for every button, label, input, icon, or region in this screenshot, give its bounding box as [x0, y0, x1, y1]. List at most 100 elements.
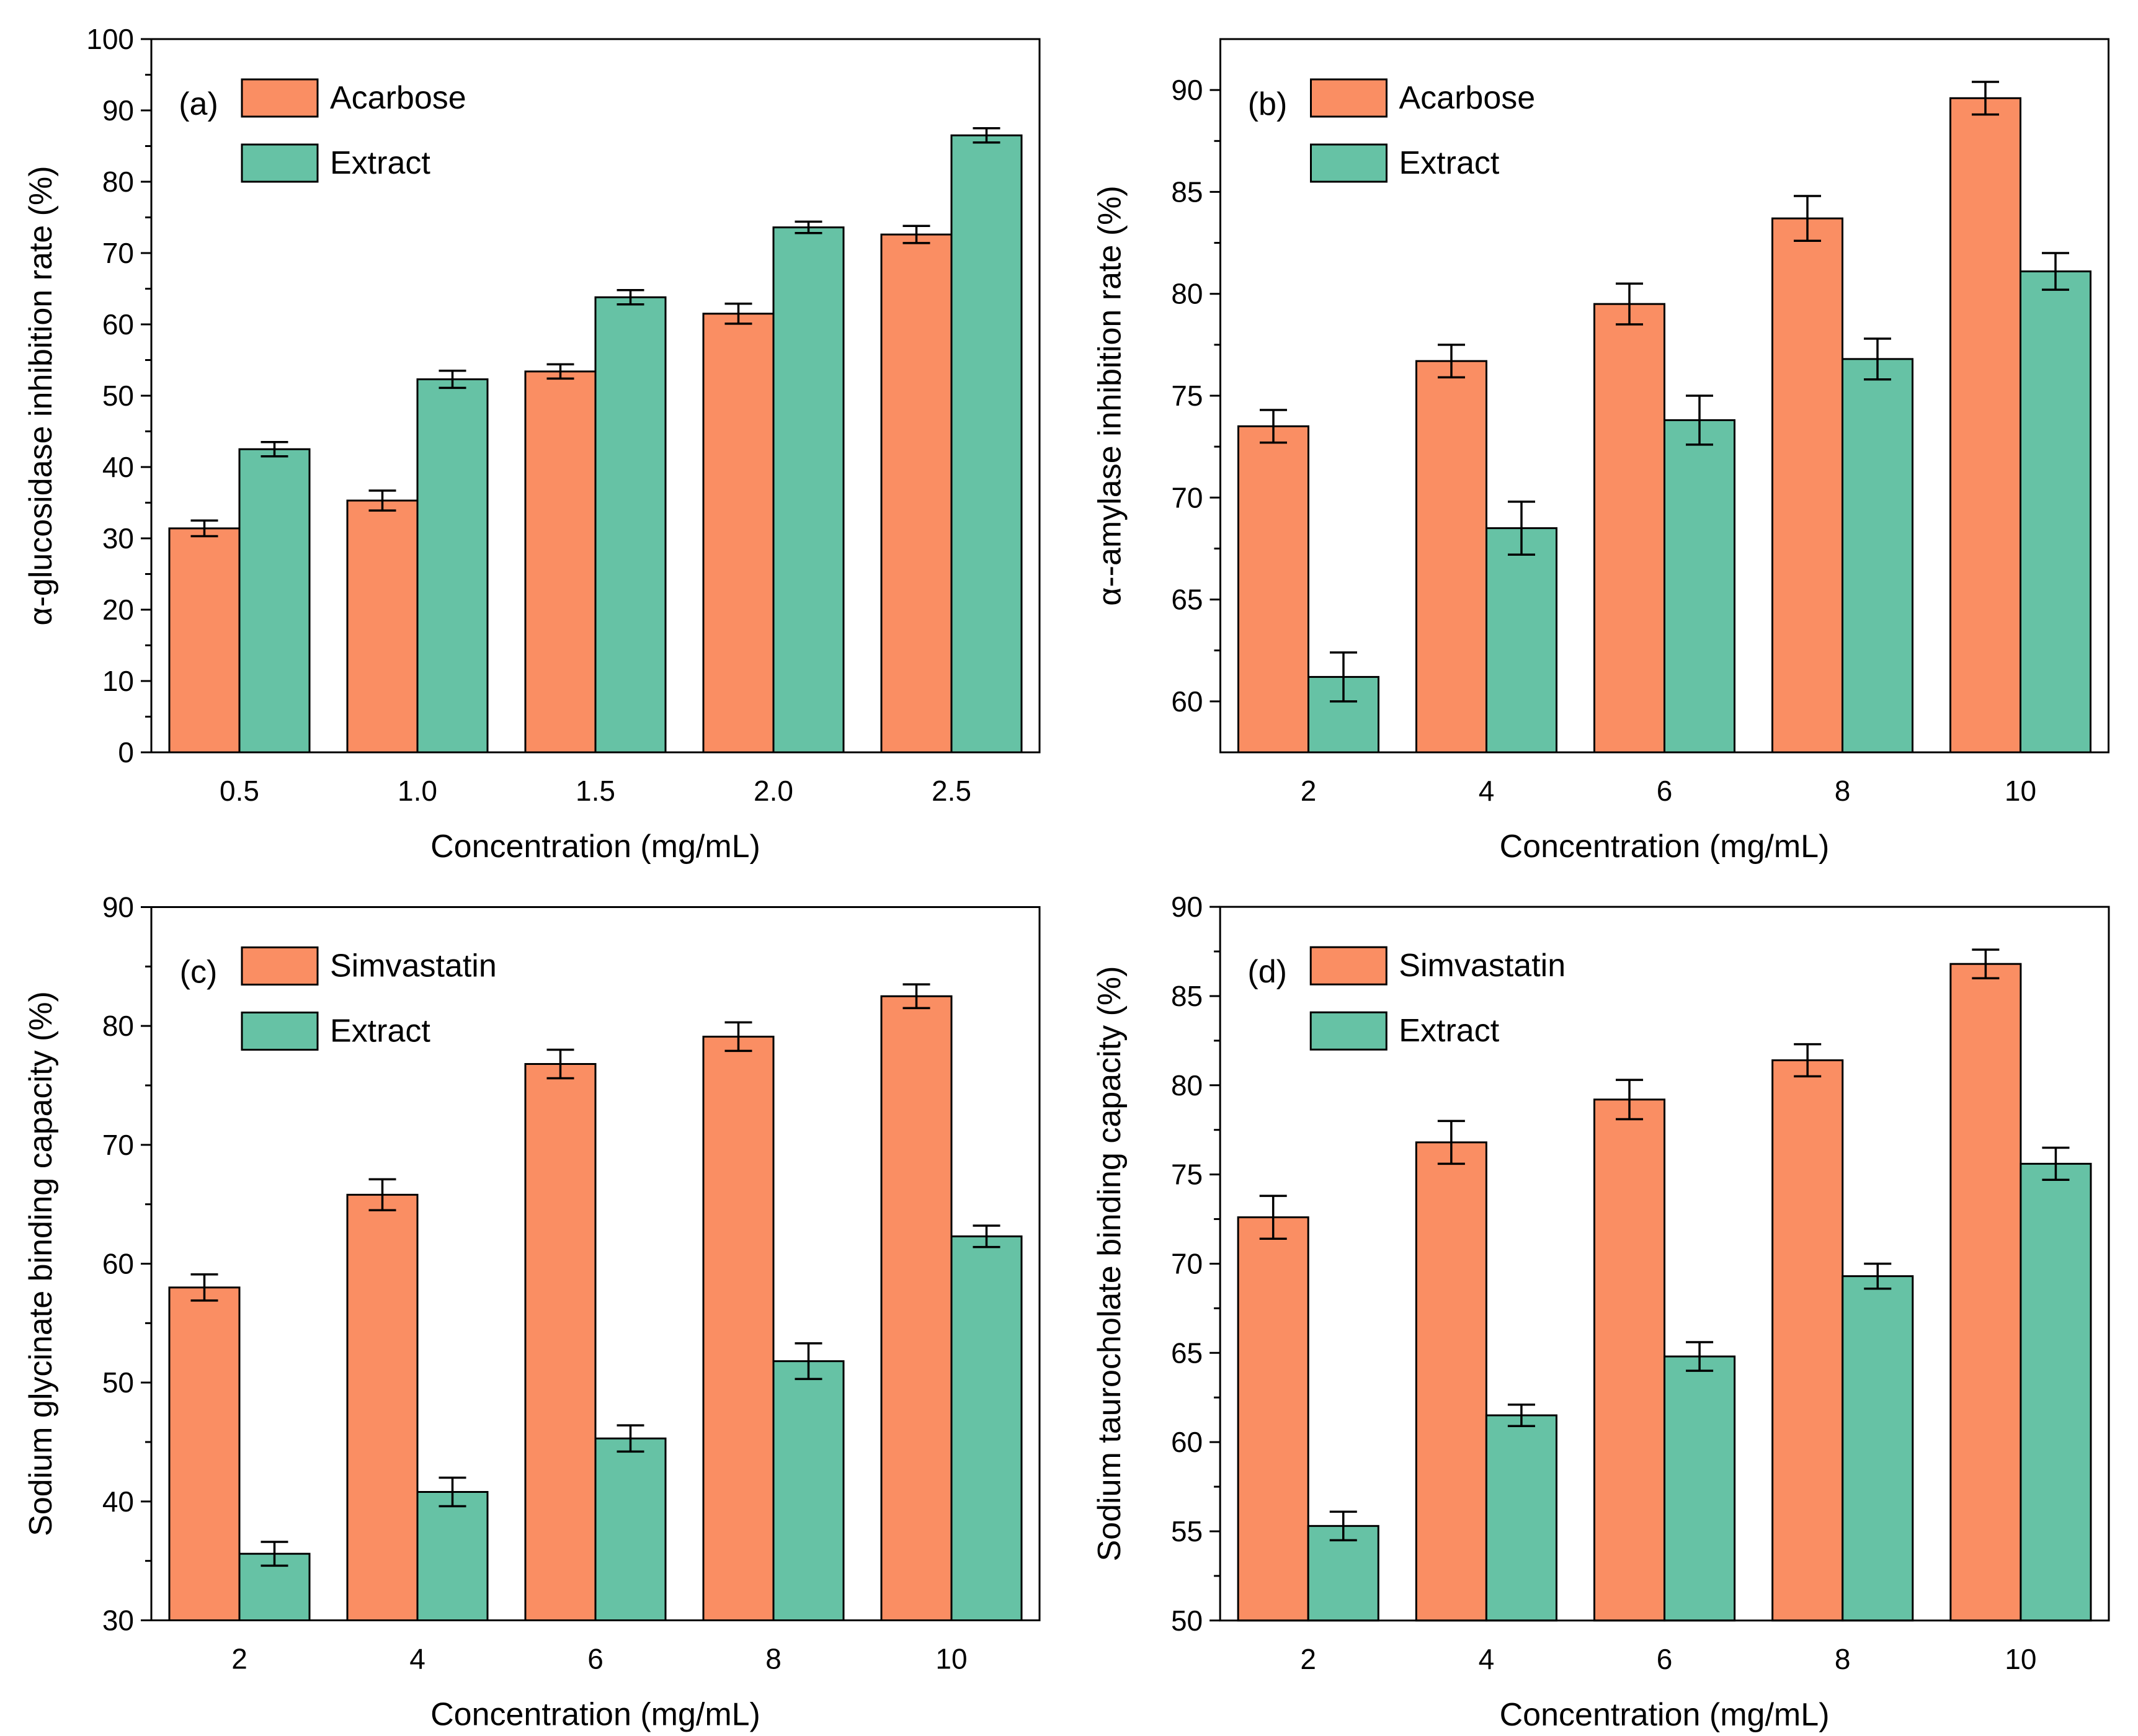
y-axis-title: α--amylase inhibition rate (%) — [1092, 185, 1128, 605]
y-tick-label: 40 — [102, 1485, 134, 1518]
error-bar-extract-4 — [439, 1476, 466, 1508]
error-bar-acarbose-10 — [1972, 81, 1999, 116]
x-tick-label: 4 — [1479, 1643, 1495, 1675]
y-tick-label: 50 — [102, 380, 134, 412]
y-tick-label: 80 — [102, 1010, 134, 1042]
y-tick-label: 90 — [102, 94, 134, 127]
bar-extract-2 — [1307, 1525, 1379, 1622]
y-tick-label: 65 — [1171, 1337, 1203, 1369]
y-tick-label: 60 — [1171, 1426, 1203, 1458]
x-tick-label: 6 — [587, 1643, 604, 1675]
error-bar-extract-8 — [1864, 337, 1891, 381]
error-bar-simvastatin-4 — [1437, 1119, 1465, 1165]
y-axis: 60 65 70 75 80 85 90 — [1171, 74, 1221, 718]
bar-acarbose-0.5 — [168, 527, 241, 754]
bars-group — [168, 983, 1023, 1622]
legend: Acarbose Extract — [241, 78, 466, 183]
bar-simvastatin-10 — [880, 995, 953, 1621]
bar-acarbose-10 — [1949, 97, 2021, 754]
panel-d-chart: 50 55 60 65 70 75 80 85 90 2 4 6 8 10 Concentration (m… — [1092, 891, 2110, 1733]
bar-acarbose-2.0 — [702, 313, 775, 754]
legend-label-extract: Extract — [1399, 1013, 1499, 1049]
error-bar-acarbose-8 — [1794, 195, 1821, 243]
bar-simvastatin-8 — [702, 1035, 775, 1621]
error-bar-extract-4 — [1507, 1403, 1535, 1427]
x-axis-title: Concentration (mg/mL) — [1500, 1697, 1830, 1733]
bar-simvastatin-6 — [1593, 1098, 1666, 1622]
y-tick-label: 90 — [1171, 891, 1203, 923]
x-axis: 2 4 6 8 10 — [1301, 775, 2036, 807]
bar-extract-10 — [2020, 270, 2091, 754]
bar-extract-10 — [950, 1235, 1023, 1621]
y-tick-label: 75 — [1171, 380, 1203, 412]
y-tick-label: 100 — [86, 23, 134, 55]
error-bar-simvastatin-10 — [902, 983, 930, 1010]
bar-acarbose-1.5 — [524, 370, 597, 754]
bar-extract-6 — [1664, 1355, 1736, 1622]
legend-swatch-simvastatin — [241, 946, 319, 986]
bar-extract-0.5 — [238, 448, 311, 754]
y-tick-label: 70 — [1171, 1247, 1203, 1280]
y-tick-label: 60 — [102, 1248, 134, 1280]
bar-extract-1.5 — [594, 296, 667, 754]
x-tick-label: 10 — [2005, 775, 2036, 807]
y-tick-label: 0 — [118, 736, 134, 768]
legend-swatch-extract — [1310, 143, 1387, 183]
y-tick-label: 30 — [102, 522, 134, 554]
error-bar-extract-1.5 — [617, 289, 644, 306]
x-tick-label: 0.5 — [220, 775, 259, 807]
bar-acarbose-8 — [1771, 217, 1843, 754]
x-tick-label: 2 — [231, 1643, 247, 1675]
bar-extract-1.0 — [416, 378, 489, 754]
error-bar-extract-6 — [617, 1424, 644, 1453]
error-bar-extract-6 — [1686, 1341, 1714, 1372]
y-tick-label: 80 — [1171, 278, 1203, 310]
y-tick-label: 80 — [1171, 1069, 1203, 1102]
legend-swatch-extract — [241, 1012, 319, 1051]
error-bar-extract-10 — [2042, 1146, 2070, 1182]
bar-simvastatin-8 — [1771, 1059, 1844, 1622]
legend: Simvastatin Extract — [241, 946, 497, 1051]
error-bar-acarbose-0.5 — [190, 519, 218, 538]
bar-acarbose-1.0 — [346, 499, 419, 754]
y-tick-label: 10 — [102, 665, 134, 697]
bars-group — [1237, 81, 2091, 754]
legend-label-simvastatin: Simvastatin — [330, 948, 497, 984]
x-axis-title: Concentration (mg/mL) — [1500, 829, 1830, 865]
panel-c-chart: 30 40 50 60 70 80 90 2 4 6 8 10 Concentration (mg/mL… — [23, 891, 1041, 1733]
bar-extract-6 — [1664, 419, 1735, 754]
x-axis-title: Concentration (mg/mL) — [430, 1697, 760, 1733]
legend-label-simvastatin: Simvastatin — [1399, 948, 1566, 984]
error-bar-simvastatin-2 — [190, 1273, 218, 1302]
error-bar-simvastatin-6 — [546, 1048, 574, 1080]
x-tick-label: 6 — [1657, 775, 1673, 807]
y-tick-label: 65 — [1171, 584, 1203, 616]
x-axis: 2 4 6 8 10 — [231, 1643, 967, 1675]
error-bar-acarbose-2.5 — [902, 225, 930, 244]
legend-swatch-extract — [241, 143, 319, 183]
y-axis: 30 40 50 60 70 80 90 — [102, 891, 151, 1637]
y-tick-label: 60 — [1171, 685, 1203, 718]
x-tick-label: 6 — [1657, 1643, 1673, 1675]
x-tick-label: 10 — [2005, 1643, 2036, 1675]
error-bar-extract-2 — [1329, 1510, 1357, 1542]
panel-letter-label: (d) — [1247, 954, 1287, 990]
error-bar-extract-8 — [1864, 1262, 1892, 1290]
y-tick-label: 55 — [1171, 1515, 1203, 1547]
bar-simvastatin-2 — [1237, 1216, 1309, 1622]
bar-extract-8 — [1842, 358, 1913, 754]
y-tick-label: 80 — [102, 166, 134, 198]
bars-group — [1237, 948, 2092, 1622]
bar-extract-4 — [1485, 1414, 1557, 1622]
bars-group — [168, 127, 1023, 754]
bar-simvastatin-6 — [524, 1063, 597, 1621]
x-tick-label: 2.5 — [932, 775, 971, 807]
y-tick-label: 20 — [102, 594, 134, 626]
y-axis-title: Sodium taurocholate binding capacity (%) — [1092, 966, 1128, 1561]
error-bar-extract-2.0 — [795, 220, 822, 234]
x-axis: 2 4 6 8 10 — [1300, 1643, 2036, 1675]
bar-extract-8 — [772, 1360, 845, 1622]
bar-acarbose-6 — [1593, 303, 1665, 754]
x-tick-label: 8 — [1835, 775, 1851, 807]
y-tick-label: 30 — [102, 1605, 134, 1637]
